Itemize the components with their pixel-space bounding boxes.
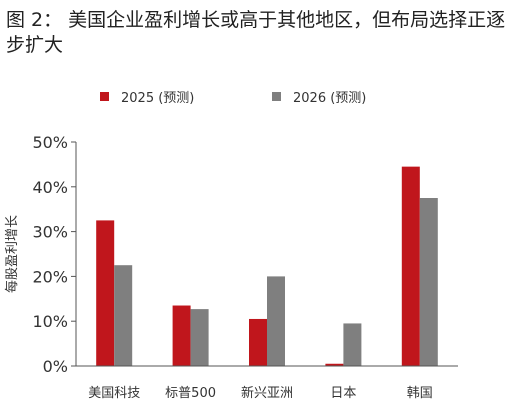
bars [96,166,438,366]
legend-swatch-2026 [272,91,281,101]
bar-2026 [343,323,362,366]
legend-item-2025: 2025 (预测) [100,86,194,106]
bar-2025 [325,363,344,366]
bar-2025 [401,166,420,366]
y-axis-label: 每股盈利增长 [4,215,20,293]
legend-swatch-2025 [100,91,109,101]
chart-title: 图 2： 美国企业盈利增长或高于其他地区，但布局选择正逐步扩大 [6,9,506,56]
bar-2026 [114,265,133,366]
y-tick-label: 30% [32,223,68,242]
y-tick-label: 10% [32,312,68,331]
legend: 2025 (预测) 2026 (预测) [0,86,512,106]
legend-label-2025: 2025 (预测) [121,90,195,106]
bar-2025 [249,318,267,366]
x-tick-label: 韩国 [407,386,433,401]
bar-2025 [172,305,191,366]
y-tick-label: 20% [32,267,68,286]
y-tick-label: 40% [32,178,68,197]
y-axis: 0% 10% 20% 30% 40% 50% 每股盈利增长 [4,133,77,376]
legend-label-2026: 2026 (预测) [293,90,367,106]
x-tick-label: 美国科技 [88,386,140,401]
bar-2026 [190,309,209,366]
x-tick-label: 标普500 [165,386,216,401]
x-tick-label: 日本 [330,386,356,401]
bar-2026 [419,198,438,366]
legend-item-2026: 2026 (预测) [272,86,366,106]
y-tick-label: 0% [43,357,68,376]
x-tick-label: 新兴亚洲 [241,385,293,401]
bar-2026 [267,276,285,366]
bar-2025 [96,220,115,366]
y-tick-label: 50% [32,133,68,152]
x-axis: 美国科技 标普500 新兴亚洲 日本 韩国 [76,365,458,401]
